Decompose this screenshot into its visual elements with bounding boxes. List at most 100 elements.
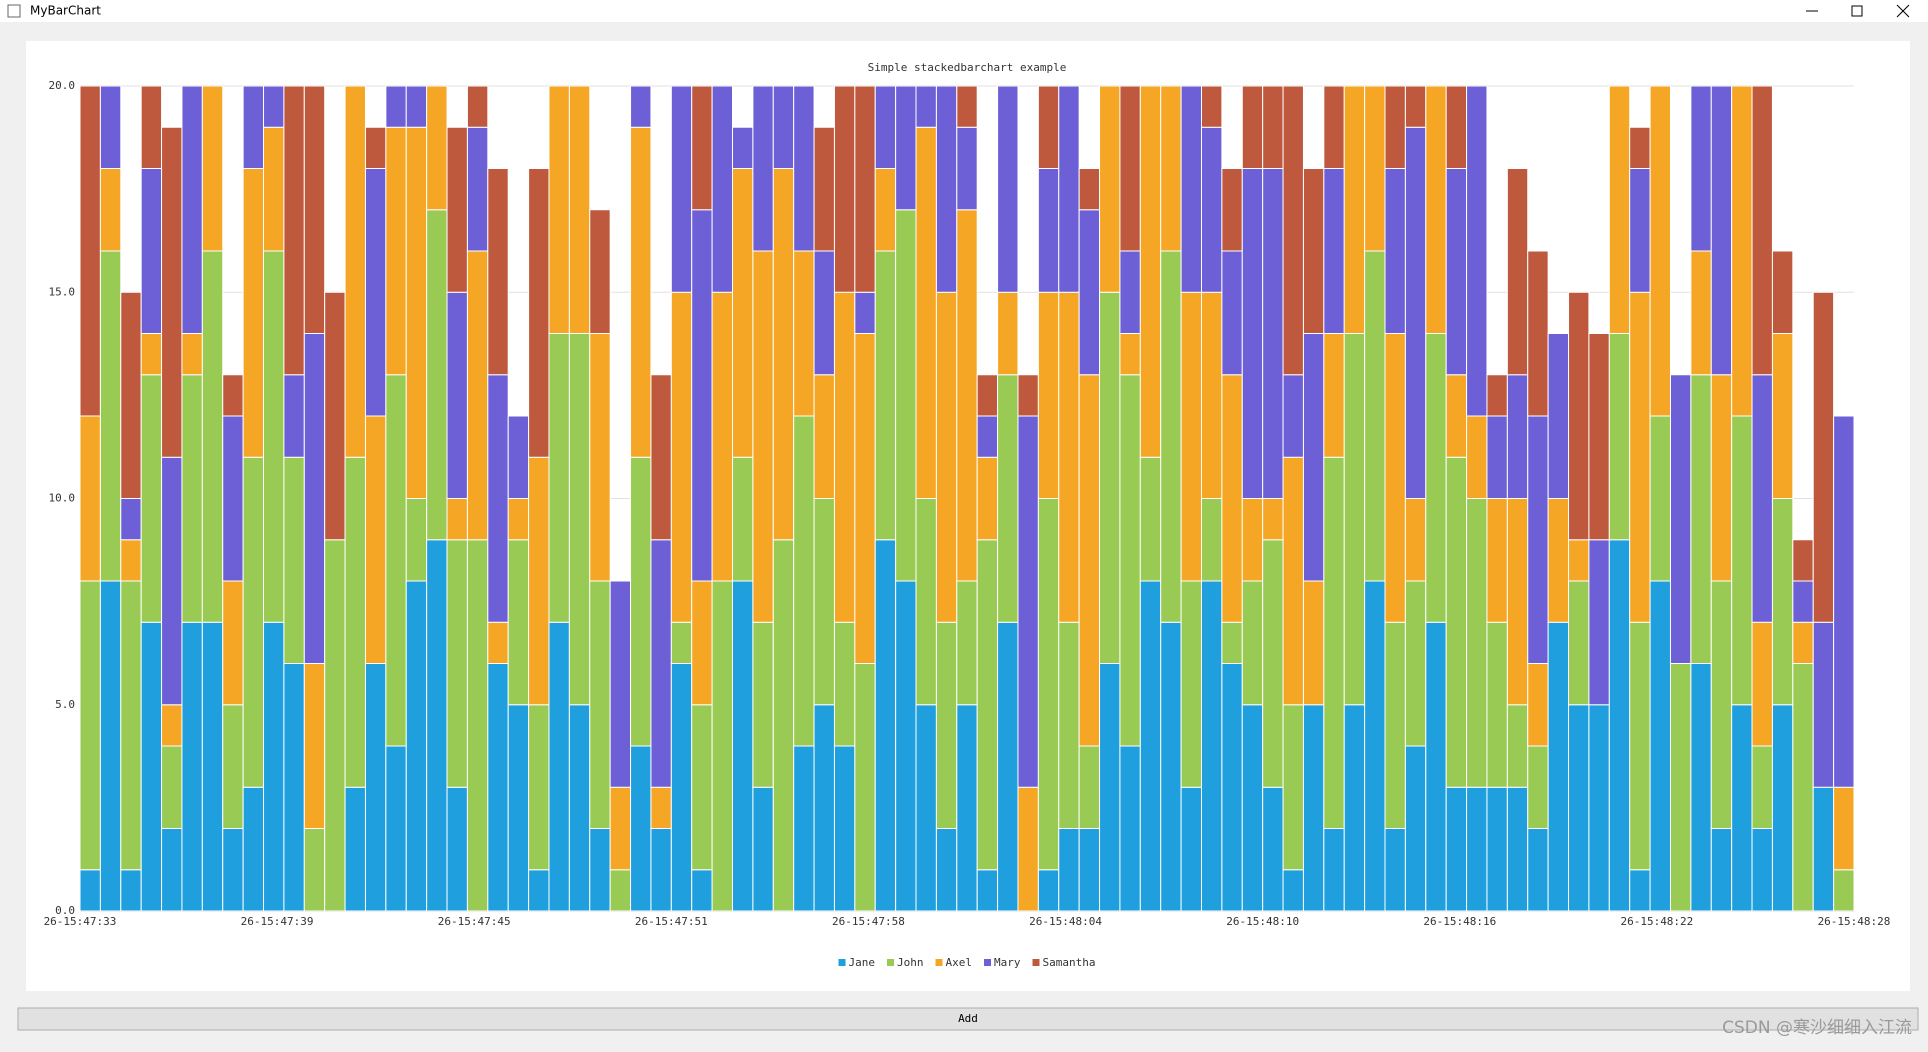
bar-segment — [854, 86, 876, 293]
bar-segment — [772, 539, 795, 911]
bar-segment — [1527, 415, 1549, 664]
bar-segment — [997, 374, 1019, 623]
bar-segment — [1833, 415, 1854, 788]
bar-segment — [935, 86, 958, 293]
x-axis-label: 26-15:48:22 — [1620, 915, 1693, 928]
bar-segment — [1710, 828, 1733, 911]
bar-segment — [1119, 374, 1141, 747]
bar-segment — [997, 621, 1019, 911]
bar-segment — [1812, 786, 1835, 911]
bar-segment — [1221, 168, 1243, 252]
bar-segment — [752, 250, 774, 623]
bar-segment — [1282, 704, 1304, 871]
bar-segment — [956, 704, 978, 911]
restore-button[interactable] — [1851, 5, 1863, 17]
bar-segment — [222, 580, 244, 706]
bar-segment — [1568, 539, 1590, 582]
bar-segment — [283, 456, 305, 664]
bar-segment — [609, 580, 632, 788]
bar-segment — [1343, 333, 1366, 706]
bar-segment — [1099, 663, 1121, 911]
bar-segment — [650, 786, 672, 829]
legend-swatch — [1032, 959, 1040, 966]
bar-segment — [1486, 786, 1508, 911]
bar-segment — [181, 621, 203, 911]
bar-segment — [1037, 86, 1060, 169]
bar-segment — [528, 704, 550, 871]
bar-segment — [976, 869, 999, 911]
add-button[interactable] — [17, 1007, 1919, 1031]
bar-segment — [1445, 786, 1468, 911]
bar-segment — [1037, 869, 1060, 911]
bar-segment — [691, 580, 713, 706]
bar-segment — [1262, 786, 1284, 911]
bar-segment — [1690, 86, 1712, 252]
bar-segment — [528, 168, 550, 458]
y-tick-label: 15.0 — [49, 285, 76, 298]
bar-segment — [80, 415, 101, 582]
bar-segment — [140, 333, 163, 376]
bar-segment — [732, 456, 754, 582]
bar-segment — [344, 786, 366, 911]
bar-segment — [1710, 580, 1733, 829]
bar-segment — [1751, 745, 1773, 829]
bar-segment — [507, 704, 530, 911]
bar-segment — [1119, 745, 1141, 911]
bar-segment — [466, 250, 489, 541]
legend-swatch — [838, 959, 846, 966]
bar-segment — [1323, 828, 1345, 911]
bar-segment — [935, 291, 958, 623]
bar-segment — [487, 663, 509, 911]
bar-segment — [385, 126, 407, 376]
bar-segment — [752, 786, 774, 911]
bar-segment — [1792, 580, 1814, 623]
title-bar — [0, 0, 1928, 22]
bar-segment — [1588, 333, 1610, 541]
bar-segment — [1139, 456, 1162, 582]
bar-segment — [1547, 498, 1570, 623]
bar-segment — [120, 291, 142, 499]
bar-segment — [548, 621, 570, 911]
bar-segment — [1302, 580, 1325, 706]
bar-segment — [1364, 250, 1386, 582]
plot-area — [80, 86, 1854, 911]
bar-segment — [1343, 704, 1366, 911]
bar-segment — [1506, 786, 1529, 911]
x-axis-label: 26-15:48:28 — [1818, 915, 1891, 928]
bar-segment — [772, 86, 795, 169]
bar-segment — [1078, 828, 1101, 911]
y-tick-label: 5.0 — [55, 698, 75, 711]
bar-segment — [1241, 580, 1264, 706]
bar-segment — [1384, 828, 1406, 911]
add-button-label[interactable]: Add — [958, 1012, 978, 1025]
y-tick-label: 20.0 — [49, 79, 76, 92]
bar-segment — [1323, 86, 1345, 169]
bar-segment — [1792, 621, 1814, 664]
bar-segment — [793, 745, 815, 911]
bar-segment — [1608, 539, 1631, 911]
bar-segment — [120, 869, 142, 911]
bar-segment — [99, 580, 122, 911]
bar-segment — [1547, 333, 1570, 499]
bar-segment — [589, 209, 611, 334]
bar-segment — [201, 621, 224, 911]
bar-segment — [1486, 621, 1508, 788]
bar-segment — [854, 333, 876, 664]
close-button[interactable] — [1896, 4, 1910, 18]
bar-segment — [630, 86, 652, 128]
bar-segment — [507, 539, 530, 706]
bar-segment — [1058, 828, 1080, 911]
bar-segment — [364, 415, 387, 664]
bar-segment — [895, 209, 917, 582]
x-axis-label: 26-15:47:33 — [44, 915, 117, 928]
bar-segment — [405, 498, 428, 582]
bar-segment — [303, 333, 326, 664]
bar-segment — [507, 415, 530, 499]
bar-segment — [1445, 86, 1468, 169]
bar-segment — [161, 745, 183, 829]
bar-segment — [80, 580, 101, 871]
bar-segment — [1262, 539, 1284, 788]
bar-segment — [1302, 333, 1325, 582]
bar-segment — [1731, 86, 1753, 417]
